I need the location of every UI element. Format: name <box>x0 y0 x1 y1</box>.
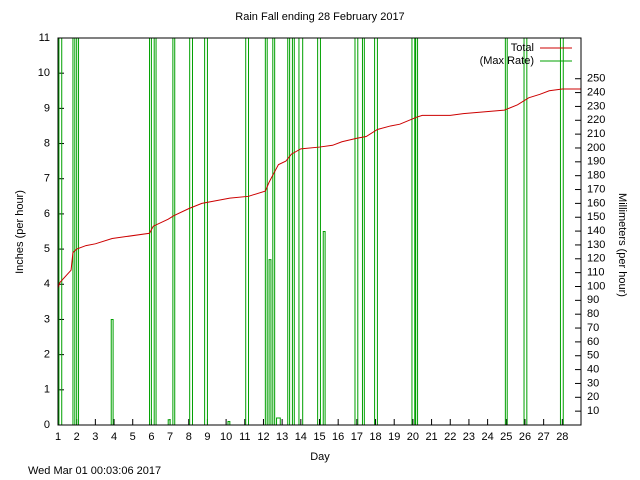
x-tick-label: 17 <box>351 431 363 443</box>
y2-tick-label: 80 <box>587 308 599 320</box>
y2-tick-label: 60 <box>587 336 599 348</box>
x-tick-label: 2 <box>74 431 80 443</box>
y2-tick-label: 160 <box>587 197 605 209</box>
x-tick-label: 26 <box>519 431 531 443</box>
timestamp: Wed Mar 01 00:03:06 2017 <box>28 465 161 477</box>
y-tick-label: 10 <box>38 67 50 79</box>
x-tick-label: 7 <box>167 431 173 443</box>
x-tick-label: 9 <box>204 431 210 443</box>
x-tick-label: 18 <box>369 431 381 443</box>
x-tick-label: 10 <box>220 431 232 443</box>
x-tick-label: 13 <box>276 431 288 443</box>
x-tick-label: 16 <box>332 431 344 443</box>
x-tick-label: 27 <box>538 431 550 443</box>
y2-tick-label: 130 <box>587 239 605 251</box>
y-tick-label: 0 <box>44 419 50 431</box>
x-tick-label: 12 <box>257 431 269 443</box>
x-tick-label: 28 <box>556 431 568 443</box>
x-tick-label: 11 <box>239 431 250 443</box>
x-tick-label: 20 <box>407 431 419 443</box>
y2-tick-label: 100 <box>587 280 605 292</box>
y2-tick-label: 40 <box>587 364 599 376</box>
x-tick-label: 1 <box>55 431 61 443</box>
y-tick-label: 1 <box>44 384 50 396</box>
x-tick-label: 15 <box>313 431 325 443</box>
y2-tick-label: 170 <box>587 183 605 195</box>
x-tick-label: 25 <box>500 431 512 443</box>
x-tick-label: 8 <box>186 431 192 443</box>
legend-label: Total <box>511 42 534 54</box>
y-tick-label: 7 <box>44 173 50 185</box>
y-tick-label: 6 <box>44 208 50 220</box>
x-tick-label: 6 <box>148 431 154 443</box>
x-tick-label: 3 <box>92 431 98 443</box>
series-line <box>58 88 581 288</box>
y2-tick-label: 110 <box>587 267 605 279</box>
y-axis-label: Inches (per hour) <box>14 190 26 274</box>
x-tick-label: 24 <box>481 431 493 443</box>
legend-label: (Max Rate) <box>480 55 534 67</box>
y2-tick-label: 140 <box>587 225 605 237</box>
plot-border <box>57 37 582 426</box>
y2-tick-label: 150 <box>587 211 605 223</box>
y-tick-label: 5 <box>44 243 50 255</box>
y2-tick-label: 230 <box>587 100 605 112</box>
y2-axis-label: Millimeters (per hour) <box>616 193 628 297</box>
y-tick-label: 11 <box>39 32 50 44</box>
y2-tick-label: 70 <box>587 322 599 334</box>
y-tick-label: 4 <box>44 278 50 290</box>
x-tick-label: 5 <box>130 431 136 443</box>
x-tick-label: 19 <box>388 431 400 443</box>
y2-tick-label: 250 <box>587 73 605 85</box>
y-tick-label: 3 <box>44 313 50 325</box>
x-tick-label: 21 <box>425 431 437 443</box>
y2-tick-label: 30 <box>587 377 599 389</box>
x-tick-label: 14 <box>295 431 307 443</box>
y-tick-label: 8 <box>44 137 50 149</box>
y2-tick-label: 210 <box>587 128 605 140</box>
y2-tick-label: 10 <box>587 405 599 417</box>
chart-title: Rain Fall ending 28 February 2017 <box>235 11 404 23</box>
x-tick-label: 23 <box>463 431 475 443</box>
x-tick-label: 4 <box>111 431 117 443</box>
series-line <box>58 38 564 425</box>
x-axis-label: Day <box>310 451 330 463</box>
y2-tick-label: 120 <box>587 253 605 265</box>
y-tick-label: 9 <box>44 102 50 114</box>
y2-tick-label: 50 <box>587 350 599 362</box>
y-tick-label: 2 <box>44 349 50 361</box>
y2-tick-label: 180 <box>587 170 605 182</box>
y2-tick-label: 200 <box>587 142 605 154</box>
y2-tick-label: 220 <box>587 114 605 126</box>
y2-tick-label: 240 <box>587 86 605 98</box>
y2-tick-label: 20 <box>587 391 599 403</box>
x-tick-label: 22 <box>444 431 456 443</box>
y2-tick-label: 90 <box>587 294 599 306</box>
y2-tick-label: 190 <box>587 156 605 168</box>
